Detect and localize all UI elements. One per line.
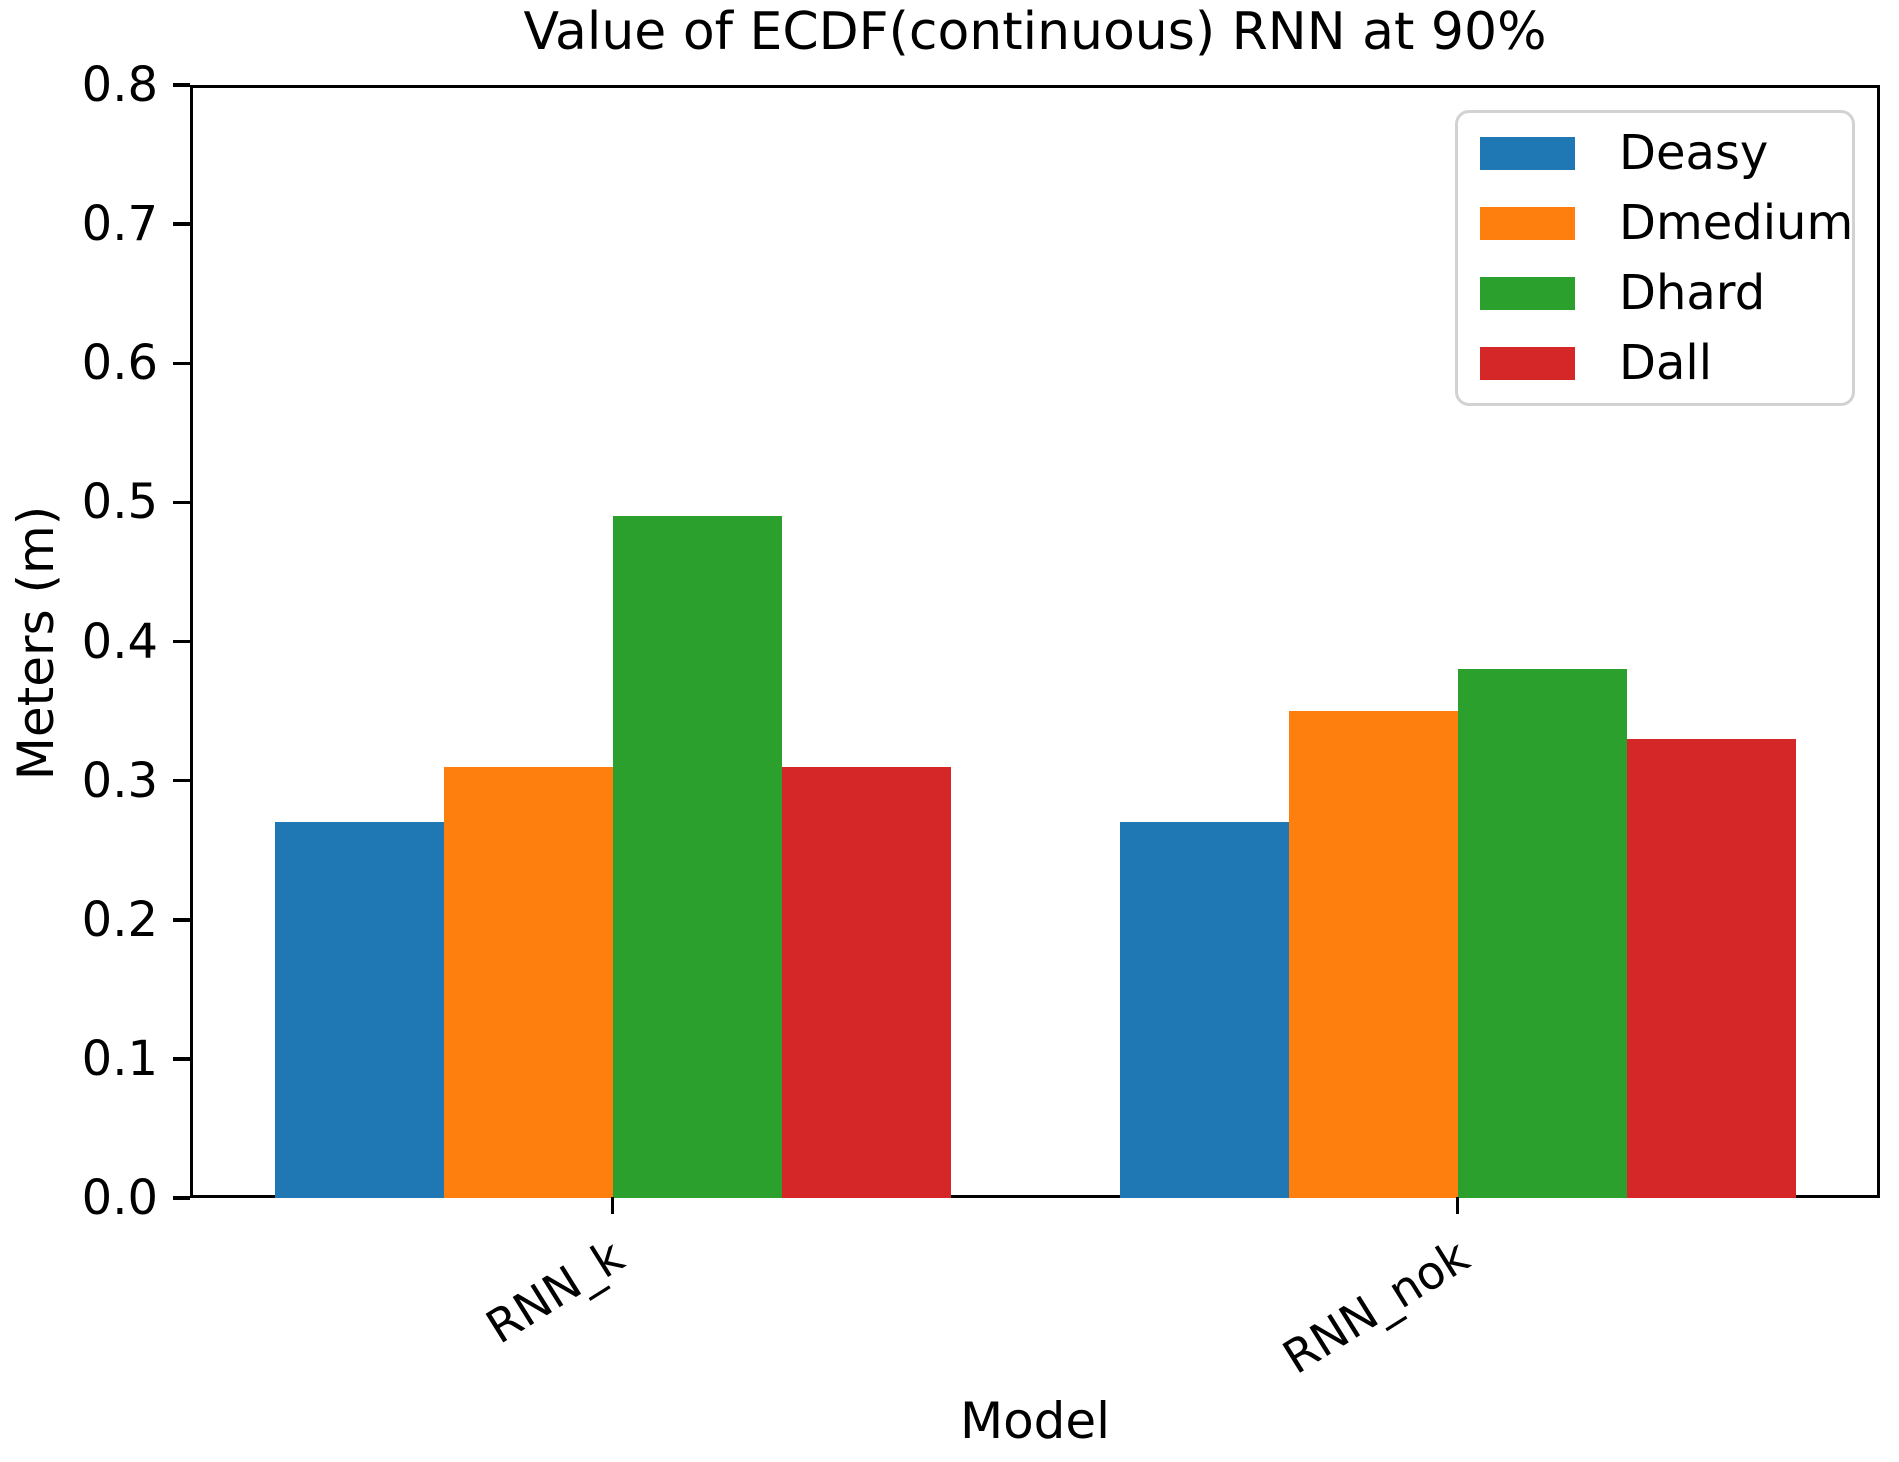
y-tick-label: 0.3	[81, 752, 158, 809]
chart-title: Value of ECDF(continuous) RNN at 90%	[523, 2, 1547, 62]
x-tick-mark	[1455, 1197, 1460, 1214]
legend: Deasy Dmedium Dhard Dall	[1455, 110, 1855, 406]
y-tick-label: 0.5	[81, 474, 158, 531]
bar-RNN_nok-Dhard	[1457, 669, 1627, 1198]
y-tick-label: 0.4	[81, 613, 158, 670]
legend-swatch-Deasy	[1480, 136, 1575, 170]
y-tick-label: 0.2	[81, 891, 158, 948]
y-tick-mark	[173, 639, 190, 644]
x-tick-mark	[610, 1197, 615, 1214]
y-tick-label: 0.6	[81, 335, 158, 392]
bar-RNN_nok-Dall	[1626, 738, 1796, 1198]
legend-swatch-Dmedium	[1480, 206, 1575, 240]
legend-swatch-Dhard	[1480, 276, 1575, 310]
legend-row-Deasy: Deasy	[1480, 129, 1852, 177]
bar-RNN_k-Dhard	[612, 516, 782, 1198]
y-tick-mark	[173, 1196, 190, 1200]
bar-RNN_k-Dall	[781, 766, 951, 1198]
y-tick-label: 0.1	[81, 1030, 158, 1087]
y-tick-label: 0.7	[81, 196, 158, 253]
plot-area	[190, 85, 1880, 1198]
bar-RNN_nok-Dmedium	[1288, 711, 1458, 1198]
y-tick-mark	[173, 83, 190, 87]
legend-row-Dhard: Dhard	[1480, 269, 1852, 317]
bar-RNN_k-Dmedium	[443, 766, 613, 1198]
y-tick-mark	[173, 361, 190, 365]
legend-swatch-Dall	[1480, 346, 1575, 380]
legend-row-Dall: Dall	[1480, 339, 1852, 387]
x-axis-label: Model	[959, 1392, 1111, 1450]
y-tick-mark	[173, 222, 190, 226]
x-tick-label-RNN_k: RNN_k	[476, 1228, 633, 1355]
legend-row-Dmedium: Dmedium	[1480, 195, 1854, 251]
y-tick-label: 0.0	[81, 1170, 158, 1226]
bar-layer	[190, 85, 1880, 1198]
legend-label: Deasy	[1619, 125, 1769, 181]
bar-RNN_k-Deasy	[274, 822, 444, 1198]
y-tick-mark	[173, 1057, 190, 1061]
y-tick-mark	[173, 778, 190, 783]
legend-label: Dhard	[1619, 265, 1766, 321]
x-tick-label-RNN_nok: RNN_nok	[1273, 1228, 1478, 1385]
y-tick-label: 0.8	[81, 57, 158, 113]
bar-RNN_nok-Deasy	[1119, 822, 1289, 1198]
legend-label: Dmedium	[1619, 195, 1854, 251]
legend-label: Dall	[1619, 335, 1713, 391]
y-tick-mark	[173, 918, 190, 922]
y-tick-mark	[173, 500, 190, 505]
